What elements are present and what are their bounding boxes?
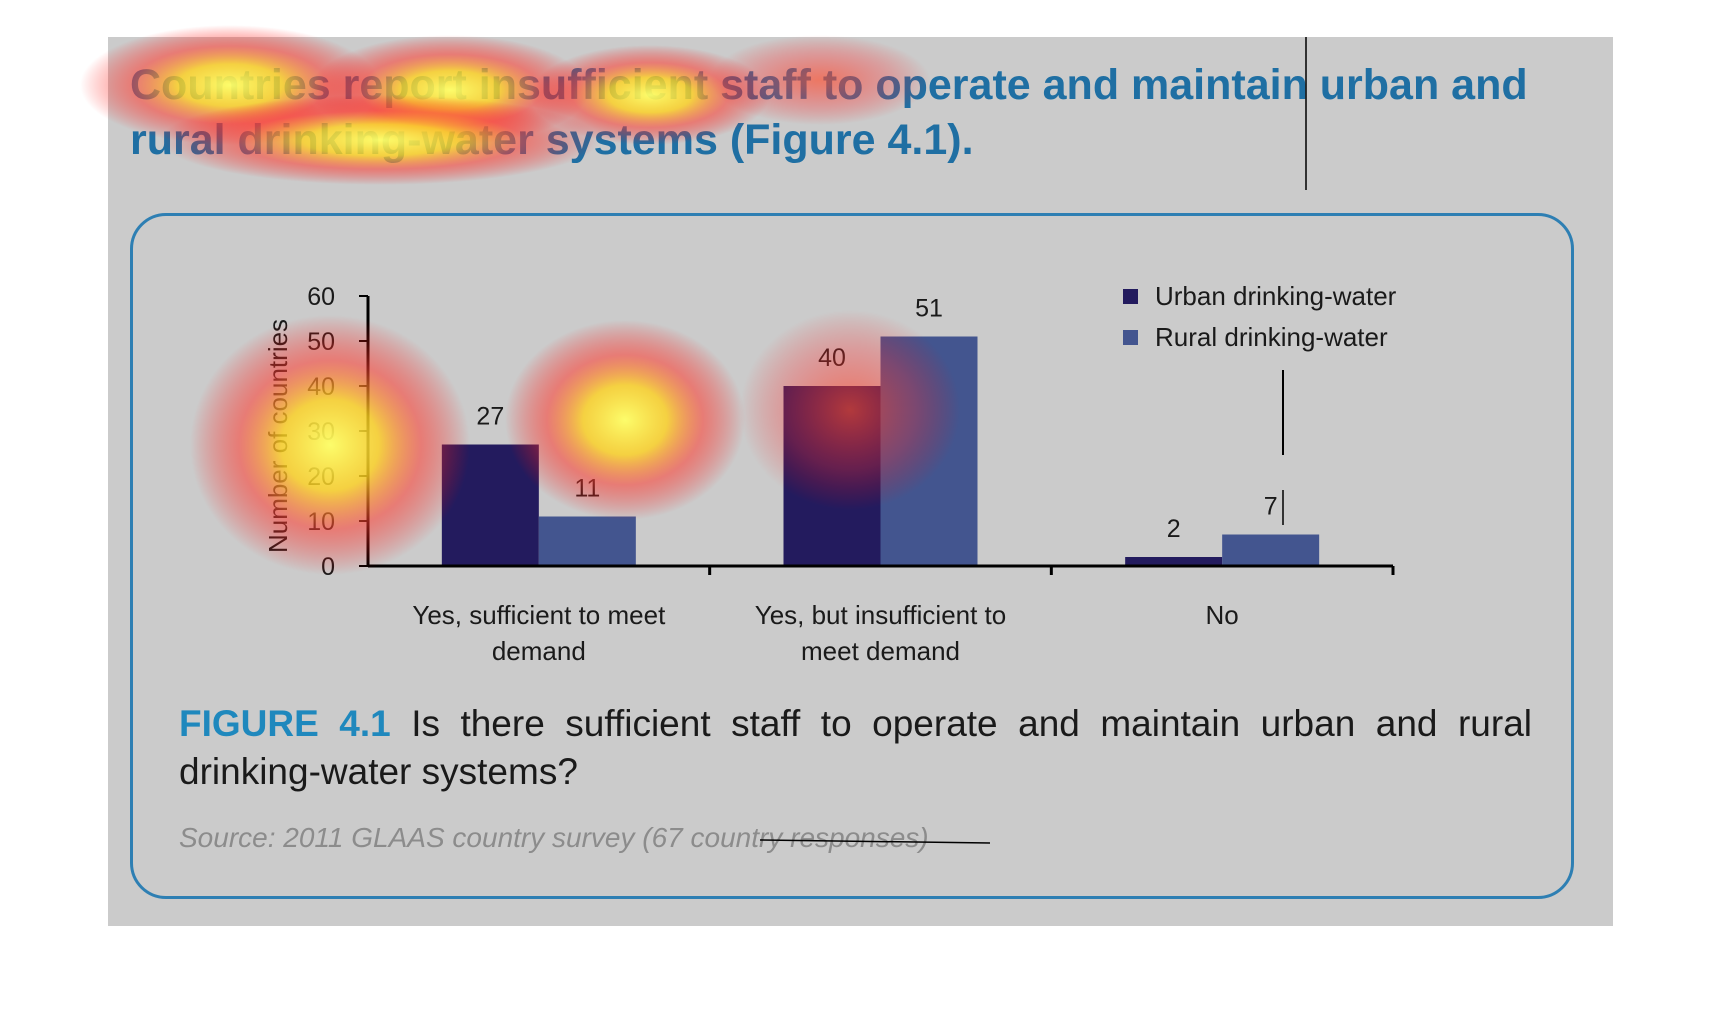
legend-swatch-rural [1123,330,1138,345]
y-tick-label: 30 [307,418,335,446]
y-tick-label: 0 [321,553,335,581]
bar-urban [783,386,881,566]
x-tick-label: Yes, sufficient to meet [412,600,666,630]
data-label: 40 [818,344,846,372]
figure-caption-text: Is there sufficient staff to operate and… [179,703,1532,792]
x-tick-label: Yes, but insufficient to [755,600,1007,630]
x-tick-label: No [1206,600,1239,630]
data-label: 27 [476,403,504,431]
y-tick-label: 20 [307,463,335,491]
legend-swatch-urban [1123,289,1138,304]
figure-caption-label: FIGURE 4.1 [179,703,391,744]
y-tick-label: 60 [307,283,335,311]
bar-rural [538,516,636,566]
figure-box [130,213,1574,899]
y-tick-label: 10 [307,508,335,536]
x-tick-label: meet demand [801,636,960,666]
y-axis-label: Number of countries [263,319,293,553]
bar-rural [1222,534,1320,566]
data-label: 11 [574,475,600,503]
legend-label: Urban drinking-water [1155,281,1397,311]
figure-caption: FIGURE 4.1 Is there sufficient staff to … [179,700,1532,796]
bar-urban [441,444,539,566]
data-label: 51 [915,295,943,323]
figure-source: Source: 2011 GLAAS country survey (67 co… [179,822,929,853]
data-label: 7 [1264,493,1278,521]
y-tick-label: 40 [307,373,335,401]
data-label: 2 [1167,515,1181,543]
bar-rural [880,336,978,566]
bar-urban [1125,557,1223,566]
legend-label: Rural drinking-water [1155,322,1388,352]
y-tick-label: 50 [307,328,335,356]
x-tick-label: demand [492,636,586,666]
